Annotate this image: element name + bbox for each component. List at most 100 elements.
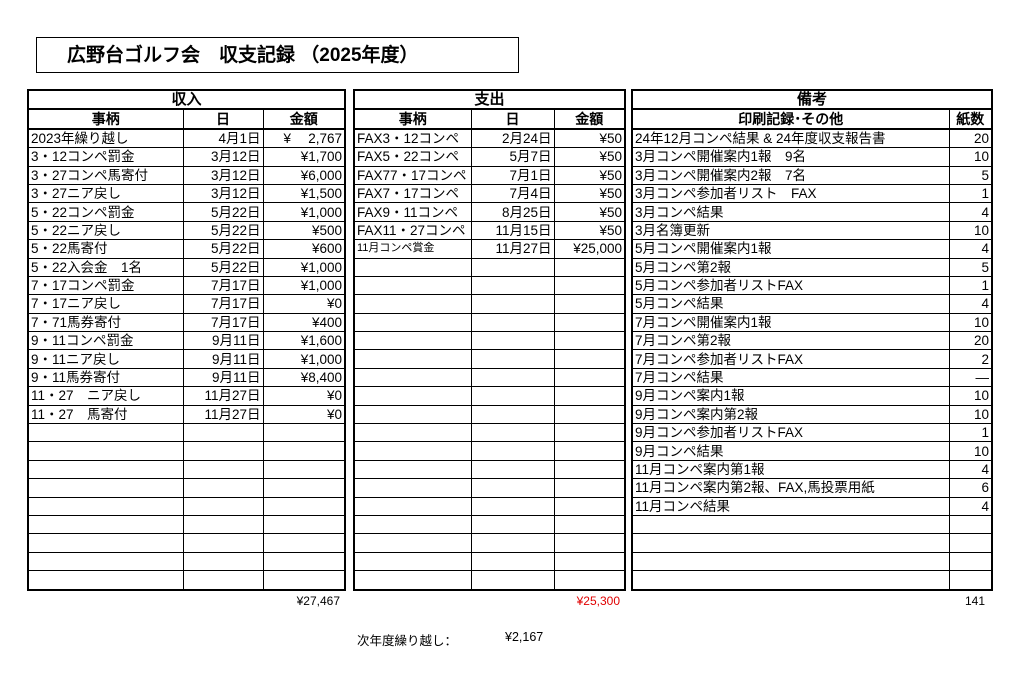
table-cell <box>470 312 555 333</box>
table-cell: 3月コンペ結果 <box>631 202 950 222</box>
table-cell <box>553 312 626 333</box>
table-cell <box>553 386 626 406</box>
carry-over-value: ¥2,167 <box>505 630 544 644</box>
table-cell: 10 <box>948 220 993 241</box>
table-cell: 11月コンペ結果 <box>631 496 950 516</box>
table-cell <box>553 533 626 553</box>
col-amount: 金額 <box>262 108 346 130</box>
table-cell <box>553 570 626 591</box>
table-row: 9月コンペ案内1報 10 <box>631 386 993 406</box>
table-cell <box>353 533 472 553</box>
table-cell: 7月17日 <box>182 275 264 296</box>
table-cell: 11月27日 <box>182 386 264 406</box>
table-cell <box>262 423 346 443</box>
document-title: 広野台ゴルフ会 収支記録 （2025年度） <box>36 37 519 73</box>
table-cell: 3月名簿更新 <box>631 220 950 241</box>
table-row <box>353 294 626 314</box>
table-cell <box>262 533 346 553</box>
table-cell: ¥6,000 <box>262 165 346 185</box>
table-cell: 7月4日 <box>470 183 555 204</box>
table-cell <box>553 423 626 443</box>
table-row <box>353 367 626 388</box>
table-row <box>631 551 993 572</box>
table-cell: ¥8,400 <box>262 367 346 388</box>
table-cell: ¥25,000 <box>553 239 626 259</box>
table-cell: 2 <box>948 349 993 369</box>
table-cell <box>27 478 184 498</box>
table-cell: 11月27日 <box>182 404 264 425</box>
table-cell: ¥50 <box>553 128 626 149</box>
table-row <box>353 551 626 572</box>
table-cell <box>553 404 626 425</box>
table-row: 7・71馬券寄付 7月17日 ¥400 <box>27 312 346 333</box>
table-cell <box>948 570 993 591</box>
table-cell: 4 <box>948 294 993 314</box>
table-cell: 11月コンペ案内第2報、FAX,馬投票用紙 <box>631 478 950 498</box>
table-cell: 5月コンペ第2報 <box>631 257 950 277</box>
col-sheet-count: 紙数 <box>948 108 993 130</box>
table-row: 3月コンペ参加者リスト FAX 1 <box>631 183 993 204</box>
table-cell <box>470 275 555 296</box>
table-row: 3・27コンペ馬寄付 3月12日 ¥6,000 <box>27 165 346 185</box>
table-cell: 5月22日 <box>182 220 264 241</box>
table-row <box>353 441 626 461</box>
table-cell <box>470 404 555 425</box>
table-cell: 11月15日 <box>470 220 555 241</box>
table-cell: 8月25日 <box>470 202 555 222</box>
table-row: 11・27 ニア戻し 11月27日 ¥0 <box>27 386 346 406</box>
table-cell: 5月コンペ開催案内1報 <box>631 239 950 259</box>
table-row: 3月コンペ開催案内1報 9名 10 <box>631 147 993 167</box>
table-cell: ¥50 <box>553 202 626 222</box>
table-cell: 7月17日 <box>182 294 264 314</box>
table-cell: 5・22入会金 1名 <box>27 257 184 277</box>
table-cell: 3・27コンペ馬寄付 <box>27 165 184 185</box>
table-row: 5月コンペ開催案内1報 4 <box>631 239 993 259</box>
table-cell: ¥600 <box>262 239 346 259</box>
table-row <box>353 275 626 296</box>
expense-heading: 支出 <box>353 89 626 111</box>
table-cell <box>470 441 555 461</box>
table-cell <box>353 441 472 461</box>
table-cell: 2月24日 <box>470 128 555 149</box>
table-cell <box>262 459 346 480</box>
table-row: 7月コンペ参加者リストFAX 2 <box>631 349 993 369</box>
table-cell: FAX3・12コンペ <box>353 128 472 149</box>
table-cell: 3月コンペ開催案内1報 9名 <box>631 147 950 167</box>
table-cell <box>553 367 626 388</box>
table-cell: 7・71馬券寄付 <box>27 312 184 333</box>
table-row: 7月コンペ結果 ― <box>631 367 993 388</box>
table-row: 11月コンペ案内第2報、FAX,馬投票用紙 6 <box>631 478 993 498</box>
table-cell <box>182 533 264 553</box>
table-cell: 7月17日 <box>182 312 264 333</box>
table-cell <box>182 459 264 480</box>
table-row <box>27 570 346 591</box>
expense-total: ¥25,300 <box>576 594 620 608</box>
table-row <box>353 386 626 406</box>
table-cell <box>27 441 184 461</box>
table-row <box>27 441 346 461</box>
table-cell <box>470 294 555 314</box>
table-cell <box>470 349 555 369</box>
table-cell: 3月12日 <box>182 165 264 185</box>
table-cell: 9月11日 <box>182 349 264 369</box>
table-cell: ¥1,600 <box>262 331 346 351</box>
table-cell <box>27 496 184 516</box>
table-cell: 3・27ニア戻し <box>27 183 184 204</box>
table-cell: ¥1,000 <box>262 275 346 296</box>
table-cell <box>470 478 555 498</box>
table-cell <box>631 533 950 553</box>
table-cell <box>353 294 472 314</box>
table-cell <box>948 533 993 553</box>
table-cell <box>553 441 626 461</box>
col-item: 事柄 <box>27 108 184 130</box>
col-item: 事柄 <box>353 108 472 130</box>
table-row <box>353 423 626 443</box>
table-cell <box>262 570 346 591</box>
table-row <box>353 533 626 553</box>
table-cell <box>353 496 472 516</box>
table-row: 7・17コンペ罰金 7月17日 ¥1,000 <box>27 275 346 296</box>
income-heading: 収入 <box>27 89 346 111</box>
table-row <box>27 533 346 553</box>
expense-table: 支出 事柄日金額 FAX3・12コンペ 2月24日 ¥50 FAX5・22コンペ 5月7… <box>353 89 627 591</box>
table-cell <box>553 459 626 480</box>
